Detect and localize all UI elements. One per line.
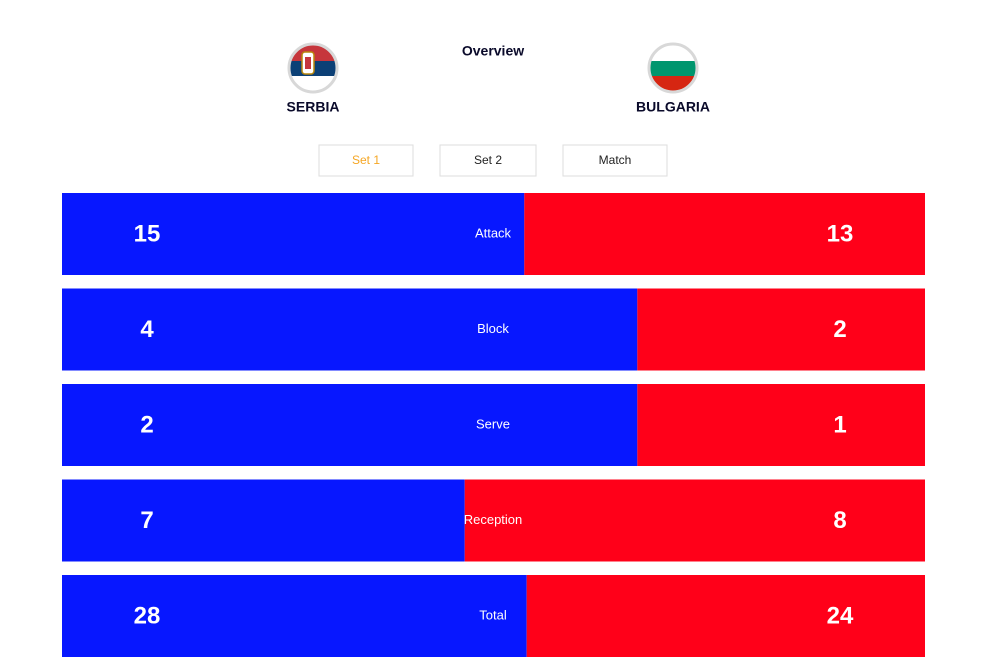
home-bar: [62, 479, 465, 562]
stat-label: Total: [479, 607, 507, 622]
team-name: BULGARIA: [636, 99, 710, 115]
away-bar: [526, 575, 925, 657]
bulgaria-flag: [647, 42, 699, 94]
stat-label: Reception: [464, 512, 523, 527]
home-bar: [62, 575, 527, 657]
home-value: 2: [140, 411, 153, 438]
away-bar: [637, 288, 925, 371]
home-value: 4: [140, 316, 154, 343]
away-value: 13: [827, 220, 854, 247]
tab-label[interactable]: Set 2: [474, 153, 502, 167]
tab[interactable]: [318, 144, 414, 177]
away-value: 8: [833, 507, 846, 534]
serbia-flag: [287, 42, 339, 94]
home-value: 7: [140, 507, 153, 534]
tab[interactable]: [562, 144, 668, 177]
away-value: 1: [833, 411, 846, 438]
away-value: 24: [827, 602, 854, 629]
tab[interactable]: [439, 144, 537, 177]
home-value: 28: [134, 602, 161, 629]
away-bar: [464, 479, 925, 562]
home-bar: [62, 193, 525, 275]
title: Overview: [462, 43, 524, 59]
home-value: 15: [134, 220, 161, 247]
home-bar: [62, 384, 638, 466]
home-bar: [62, 288, 638, 371]
tab-label[interactable]: Match: [599, 153, 632, 167]
away-bar: [524, 193, 925, 275]
stat-label: Attack: [475, 225, 512, 240]
tab-label[interactable]: Set 1: [352, 153, 380, 167]
away-value: 2: [833, 316, 846, 343]
stat-label: Block: [477, 321, 509, 336]
stat-label: Serve: [476, 416, 510, 431]
away-bar: [637, 384, 925, 466]
team-name: SERBIA: [287, 99, 340, 115]
